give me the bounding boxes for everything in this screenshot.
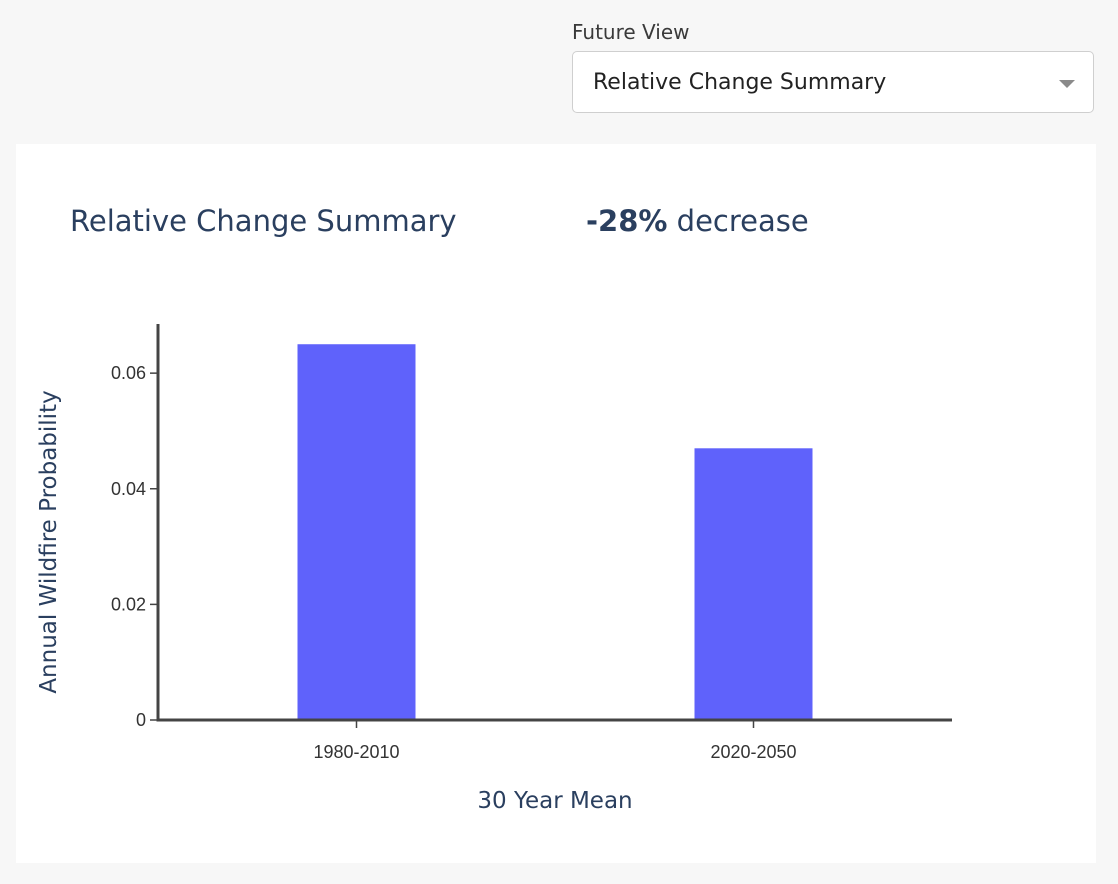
summary-title: Relative Change Summary	[70, 204, 457, 238]
x-axis-title: 30 Year Mean	[477, 788, 632, 814]
future-view-label: Future View	[572, 20, 690, 44]
y-tick-label: 0	[136, 710, 146, 730]
bar-1980-2010	[297, 344, 416, 720]
future-view-selected-value: Relative Change Summary	[593, 70, 887, 95]
x-tick-label: 2020-2050	[710, 742, 796, 762]
change-value: -28%	[586, 204, 668, 238]
chevron-down-icon[interactable]	[1059, 80, 1075, 88]
bar-2020-2050	[694, 448, 813, 720]
change-word: decrease	[676, 204, 809, 238]
y-axis-title: Annual Wildfire Probability	[36, 390, 62, 693]
summary-change: -28% decrease	[586, 204, 809, 238]
x-tick-label: 1980-2010	[313, 742, 399, 762]
y-tick-label: 0.04	[111, 479, 146, 499]
y-tick-label: 0.02	[111, 594, 146, 614]
future-view-dropdown[interactable]: Relative Change Summary	[572, 51, 1094, 113]
y-tick-label: 0.06	[111, 363, 146, 383]
bar-chart: 0 0.02 0.04 0.06 1980-2010 2020-2050 30 Year M…	[36, 324, 952, 814]
